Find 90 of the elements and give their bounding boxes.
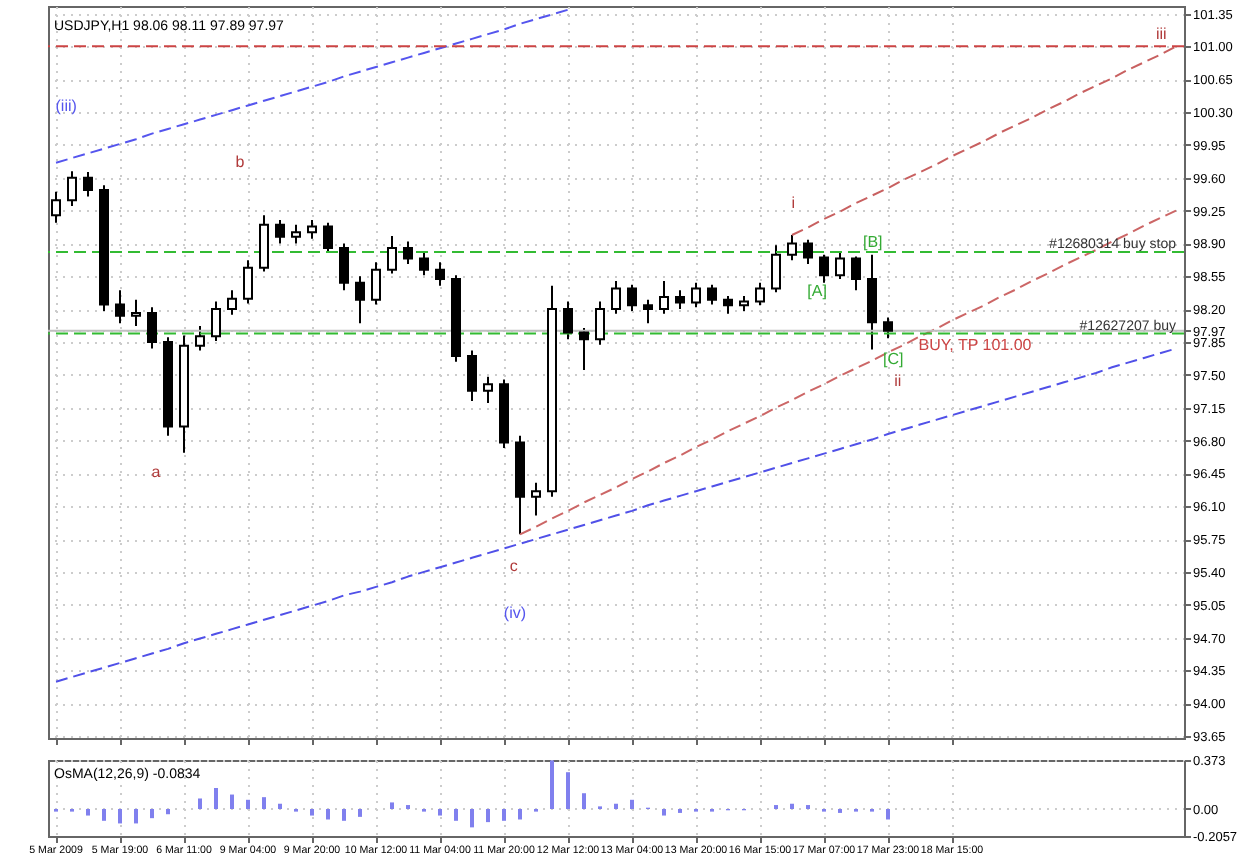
line-series	[55, 8, 569, 164]
bar	[278, 803, 282, 809]
bar	[358, 808, 362, 817]
candlestick	[787, 233, 797, 262]
candlestick	[147, 306, 157, 350]
candlestick	[691, 281, 701, 309]
candlestick	[195, 325, 205, 352]
candlestick	[131, 298, 141, 328]
bar	[310, 808, 314, 816]
candlestick	[595, 300, 605, 346]
candlestick	[387, 234, 397, 275]
bar	[86, 808, 90, 816]
bar	[230, 794, 234, 809]
line-series	[519, 209, 1177, 536]
bar	[342, 808, 346, 821]
annotation: c	[509, 556, 518, 575]
bar	[198, 798, 202, 809]
candlestick	[83, 171, 93, 198]
annotation: ii	[894, 371, 902, 390]
line-series	[791, 45, 1177, 236]
candlestick	[275, 218, 285, 245]
candlestick	[355, 275, 365, 325]
annotation: BUY, TP 101.00	[918, 336, 1033, 355]
candlestick	[467, 349, 477, 403]
bar	[102, 808, 106, 821]
candlestick	[867, 253, 877, 351]
candlestick	[707, 283, 717, 306]
candlestick	[835, 251, 845, 281]
annotation: (iii)	[55, 97, 78, 116]
candlestick	[115, 289, 125, 325]
bar	[662, 808, 666, 816]
candlestick	[755, 281, 765, 307]
annotation: [B]	[862, 233, 883, 252]
bar	[582, 793, 586, 809]
bar	[486, 808, 490, 823]
candlestick	[643, 298, 653, 325]
candlestick	[291, 223, 301, 245]
annotation: iii	[1155, 25, 1168, 44]
bar	[518, 808, 522, 820]
candlestick	[323, 221, 333, 254]
bar	[470, 808, 474, 828]
candlestick	[579, 326, 589, 372]
bar	[614, 803, 618, 809]
candlestick	[51, 190, 61, 224]
candlestick	[371, 261, 381, 306]
bar	[390, 802, 394, 809]
bar	[438, 808, 442, 816]
annotation: [A]	[807, 282, 827, 301]
candlestick	[403, 240, 413, 266]
annotation: [C]	[882, 350, 904, 369]
candlestick	[435, 261, 445, 287]
candlestick	[771, 244, 781, 294]
candlestick	[819, 253, 829, 284]
candlestick	[883, 316, 893, 340]
candlestick	[611, 279, 621, 315]
candlestick	[259, 214, 269, 273]
candlestick	[531, 481, 541, 517]
bar	[454, 808, 458, 821]
annotation: i	[791, 194, 796, 213]
bar	[630, 799, 634, 809]
bar	[246, 799, 250, 809]
candlestick	[339, 242, 349, 292]
candlestick	[659, 279, 669, 315]
bar	[118, 808, 122, 824]
bar	[550, 760, 554, 809]
bar	[502, 808, 506, 821]
candlestick	[627, 283, 637, 312]
candlestick	[483, 375, 493, 404]
bar	[134, 808, 138, 824]
candlestick	[563, 300, 573, 341]
candlestick	[227, 289, 237, 316]
bar	[886, 808, 890, 820]
candlestick	[307, 218, 317, 240]
annotation: b	[235, 153, 246, 172]
candlestick	[67, 170, 77, 207]
candlestick	[675, 289, 685, 311]
bar	[262, 797, 266, 809]
candlestick	[243, 259, 253, 305]
candlestick	[851, 255, 861, 292]
candlestick	[211, 300, 221, 343]
annotation: (iv)	[503, 603, 527, 622]
bar	[790, 803, 794, 809]
bar	[326, 808, 330, 820]
candlestick	[803, 238, 813, 266]
bar	[214, 787, 218, 809]
annotation: a	[151, 463, 162, 482]
bar	[150, 808, 154, 819]
bar	[166, 808, 170, 815]
bar	[566, 772, 570, 809]
candlestick	[419, 251, 429, 277]
